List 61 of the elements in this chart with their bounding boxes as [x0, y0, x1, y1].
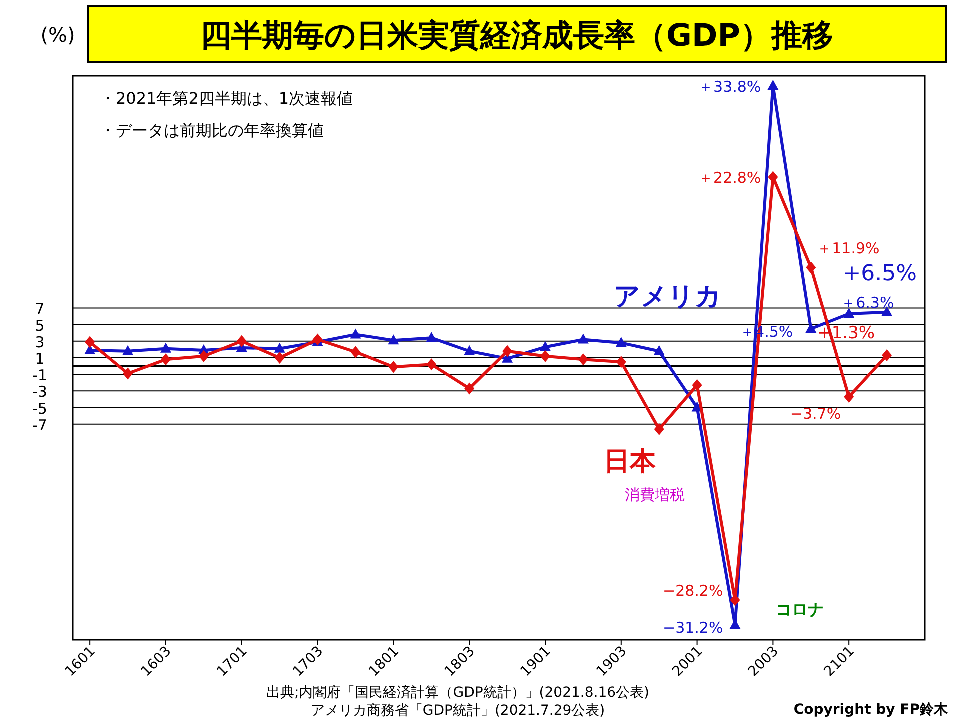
data-label: +6.5% [842, 261, 918, 286]
point [236, 335, 247, 348]
y-tick-label: -1 [32, 366, 48, 385]
point [616, 337, 627, 348]
y-tick-label: -7 [32, 416, 48, 434]
point [768, 80, 779, 90]
point [388, 334, 400, 345]
point [540, 341, 551, 352]
chart-title: 四半期毎の日米実質経済成長率（GDP）推移 [200, 18, 834, 54]
annotation: コロナ [776, 600, 824, 619]
data-label: −28.2% [663, 582, 724, 600]
point [426, 358, 437, 371]
text: Copyright by FP鈴木 [794, 702, 949, 718]
point [426, 332, 438, 342]
point [160, 342, 172, 353]
data-label: ＋6.3% [841, 294, 894, 312]
point [540, 350, 550, 362]
data-label: ＋22.8% [698, 169, 762, 188]
y-tick-label: -3 [32, 383, 48, 402]
annotation: ・データは前期比の年率換算値 [100, 121, 324, 140]
annotation: 消費増税 [625, 486, 685, 504]
point [806, 322, 817, 333]
point [578, 334, 589, 344]
y-tick-label: -5 [32, 400, 48, 418]
point [616, 356, 626, 368]
source-note: 出典;内閣府「国民経済計算（GDP統計）」(2021.8.16公表) [266, 685, 650, 701]
point [844, 390, 854, 403]
point [274, 352, 285, 364]
point [122, 345, 134, 356]
point [350, 328, 362, 339]
point [123, 368, 134, 380]
point [85, 336, 96, 348]
series-label: 日本 [604, 447, 657, 477]
point [882, 350, 892, 362]
point [578, 354, 588, 366]
point [160, 354, 171, 366]
point [654, 345, 665, 356]
point [844, 308, 855, 318]
point [274, 342, 286, 353]
text: アメリカ商務省「GDP統計」(2021.7.29公表) [310, 703, 606, 719]
data-label: ＋11.9% [817, 240, 880, 258]
point [198, 350, 209, 362]
data-label: −31.2% [663, 619, 724, 638]
series-label: アメリカ [614, 282, 722, 312]
point [350, 346, 361, 358]
annotation: ・2021年第2四半期は、1次速報値 [100, 89, 354, 108]
point [806, 262, 816, 274]
y-tick-label: 7 [35, 300, 45, 318]
y-tick-label: 1 [35, 350, 45, 368]
y-axis-title: (%) [40, 23, 76, 47]
point [388, 361, 399, 374]
y-tick-label: 5 [35, 316, 45, 335]
y-tick-label: 3 [35, 333, 45, 352]
point [654, 423, 664, 436]
data-label: −3.7% [790, 404, 842, 423]
point [464, 345, 476, 356]
point [692, 379, 702, 392]
point [464, 382, 475, 395]
data-label: ＋33.8% [698, 78, 762, 96]
point [312, 334, 323, 346]
point [502, 345, 513, 358]
